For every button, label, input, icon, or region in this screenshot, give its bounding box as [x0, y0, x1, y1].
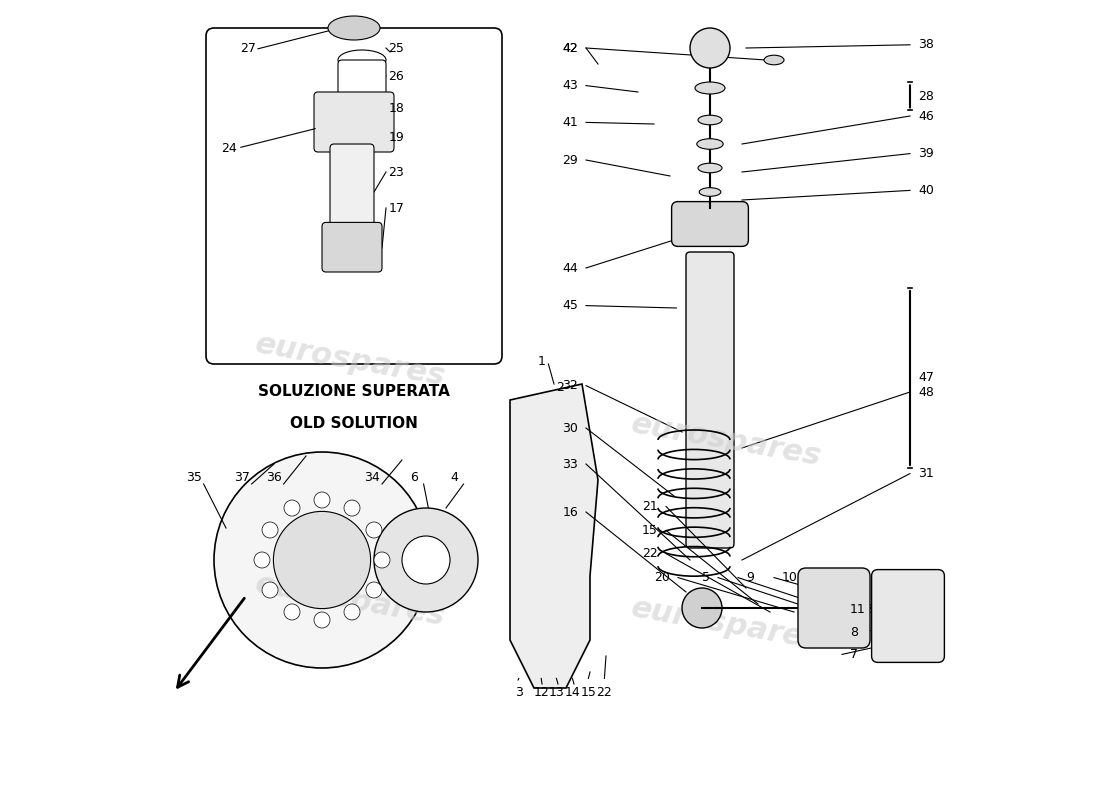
Circle shape	[402, 536, 450, 584]
Ellipse shape	[696, 138, 723, 150]
Text: 34: 34	[364, 471, 381, 484]
Text: 27: 27	[240, 42, 255, 55]
Circle shape	[262, 522, 278, 538]
Circle shape	[284, 500, 300, 516]
Text: 18: 18	[388, 102, 405, 114]
Text: 5: 5	[702, 571, 710, 584]
Text: 15: 15	[642, 524, 658, 537]
Text: 12: 12	[534, 686, 549, 699]
Ellipse shape	[700, 188, 720, 196]
Text: 29: 29	[562, 154, 578, 166]
Text: 1: 1	[538, 355, 546, 368]
Text: 4: 4	[450, 471, 458, 484]
Circle shape	[366, 522, 382, 538]
Text: 2: 2	[557, 381, 564, 394]
FancyBboxPatch shape	[672, 202, 748, 246]
Text: 10: 10	[782, 571, 797, 584]
Text: 31: 31	[918, 467, 934, 480]
Text: 30: 30	[562, 422, 578, 434]
Text: 21: 21	[642, 500, 658, 513]
Text: 19: 19	[388, 131, 404, 144]
Text: OLD SOLUTION: OLD SOLUTION	[290, 416, 418, 431]
Text: 42: 42	[562, 42, 578, 54]
Text: 25: 25	[388, 42, 405, 54]
Text: 35: 35	[186, 471, 202, 484]
FancyBboxPatch shape	[338, 60, 386, 100]
Circle shape	[682, 588, 722, 628]
Text: 38: 38	[918, 38, 934, 51]
FancyBboxPatch shape	[686, 252, 734, 548]
Text: 14: 14	[564, 686, 581, 699]
Circle shape	[690, 28, 730, 68]
Text: 40: 40	[918, 184, 934, 197]
Text: 32: 32	[562, 379, 578, 392]
Text: 37: 37	[234, 471, 250, 484]
FancyBboxPatch shape	[798, 568, 870, 648]
Text: 48: 48	[918, 386, 934, 398]
Text: 6: 6	[410, 471, 418, 484]
Text: 20: 20	[654, 571, 670, 584]
Text: 3: 3	[515, 686, 522, 699]
Circle shape	[214, 452, 430, 668]
Text: 17: 17	[388, 202, 405, 214]
Circle shape	[374, 552, 390, 568]
Text: 45: 45	[562, 299, 578, 312]
Text: 11: 11	[850, 603, 866, 616]
Text: 44: 44	[562, 262, 578, 274]
Polygon shape	[510, 384, 598, 688]
Text: 36: 36	[266, 471, 282, 484]
Circle shape	[314, 492, 330, 508]
Circle shape	[274, 511, 371, 609]
Text: eurospares: eurospares	[253, 569, 448, 631]
Ellipse shape	[338, 50, 386, 70]
Text: 7: 7	[850, 648, 858, 661]
Text: 22: 22	[642, 547, 658, 560]
Text: eurospares: eurospares	[253, 329, 448, 391]
Text: 39: 39	[918, 147, 934, 160]
Circle shape	[314, 612, 330, 628]
Text: 47: 47	[918, 371, 934, 384]
Text: 22: 22	[596, 686, 613, 699]
Circle shape	[344, 604, 360, 620]
Text: 26: 26	[388, 70, 404, 82]
Circle shape	[366, 582, 382, 598]
Circle shape	[344, 500, 360, 516]
Circle shape	[262, 582, 278, 598]
FancyBboxPatch shape	[330, 144, 374, 232]
Text: 16: 16	[562, 506, 578, 518]
Text: 41: 41	[562, 116, 578, 129]
FancyBboxPatch shape	[206, 28, 502, 364]
FancyBboxPatch shape	[871, 570, 945, 662]
FancyBboxPatch shape	[314, 92, 394, 152]
FancyBboxPatch shape	[322, 222, 382, 272]
Text: 24: 24	[221, 142, 236, 154]
Text: 15: 15	[581, 686, 596, 699]
Ellipse shape	[764, 55, 784, 65]
Ellipse shape	[698, 163, 722, 173]
Circle shape	[284, 604, 300, 620]
Circle shape	[254, 552, 270, 568]
Text: eurospares: eurospares	[628, 593, 824, 655]
Text: 13: 13	[549, 686, 564, 699]
Text: 42: 42	[562, 42, 578, 54]
Ellipse shape	[698, 115, 722, 125]
Text: 9: 9	[746, 571, 754, 584]
Text: 28: 28	[918, 90, 934, 102]
Ellipse shape	[695, 82, 725, 94]
Text: 8: 8	[850, 626, 858, 638]
Text: 23: 23	[388, 166, 404, 178]
Ellipse shape	[328, 16, 380, 40]
Text: 43: 43	[562, 79, 578, 92]
Text: 33: 33	[562, 458, 578, 470]
Text: 46: 46	[918, 110, 934, 122]
Text: SOLUZIONE SUPERATA: SOLUZIONE SUPERATA	[258, 384, 450, 399]
Circle shape	[374, 508, 478, 612]
Text: eurospares: eurospares	[628, 409, 824, 471]
